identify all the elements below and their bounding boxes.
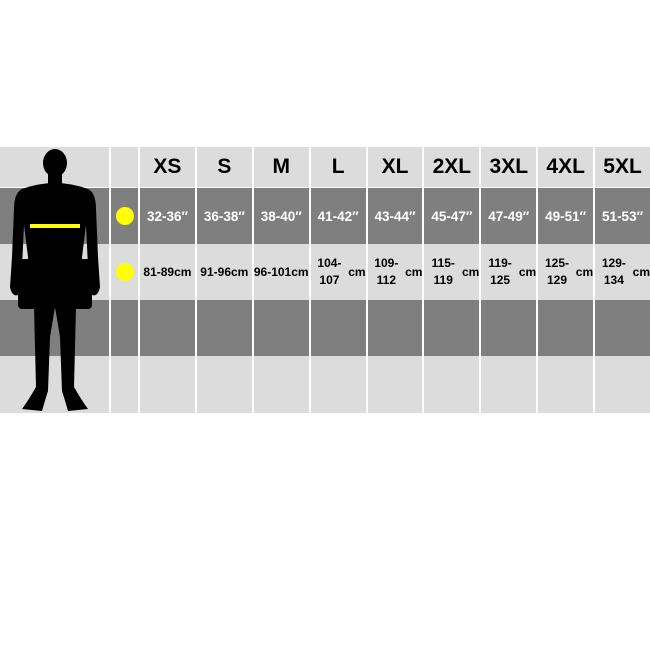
chest-inches: 41-42″ [310, 188, 366, 244]
marker-cell [111, 300, 138, 356]
yellow-dot-icon [115, 207, 134, 225]
chest-cm: 104-107 cm [310, 244, 366, 300]
chest-cm: 96-101 cm [253, 244, 309, 300]
chest-inches: 45-47″ [424, 188, 480, 244]
empty-cell [253, 356, 309, 413]
empty-cell [310, 300, 366, 356]
empty-cell [140, 300, 195, 356]
cm-unit: cm [174, 264, 192, 279]
empty-cell [196, 300, 252, 356]
size-header: 3XL [481, 147, 537, 187]
figure-cell [0, 300, 109, 356]
size-header: XS [140, 147, 195, 187]
marker-cell [111, 244, 138, 300]
empty-cell [424, 300, 480, 356]
cm-range: 129-134 [601, 256, 626, 287]
empty-cell [367, 356, 423, 413]
figure-cell [0, 244, 109, 300]
cm-unit: cm [461, 264, 480, 279]
cm-unit: cm [632, 264, 650, 279]
chest-inches: 47-49″ [481, 188, 537, 244]
chest-inches: 43-44″ [367, 188, 423, 244]
chest-inches: 32-36″ [140, 188, 195, 244]
marker-cell [111, 188, 138, 244]
chest-inches: 51-53″ [595, 188, 650, 244]
chest-inches: 49-51″ [538, 188, 594, 244]
figure-cell [0, 147, 109, 187]
empty-cell [196, 356, 252, 413]
size-header: M [253, 147, 309, 187]
chest-cm: 119-125 cm [481, 244, 537, 300]
figure-cell [0, 356, 109, 413]
chest-cm: 125-129 cm [538, 244, 594, 300]
empty-cell [538, 356, 594, 413]
marker-cell [111, 356, 138, 413]
size-header: XL [367, 147, 423, 187]
chest-cm: 81-89 cm [140, 244, 195, 300]
cm-range: 109-112 [374, 256, 399, 287]
cm-range: 81-89 [143, 264, 175, 279]
chest-inches: 38-40″ [253, 188, 309, 244]
cm-unit: cm [348, 264, 366, 279]
cm-range: 104-107 [317, 256, 342, 287]
chest-inches: 36-38″ [196, 188, 252, 244]
figure-cell [0, 188, 109, 244]
cm-unit: cm [405, 264, 423, 279]
empty-cell [595, 356, 650, 413]
marker-cell [111, 147, 138, 187]
cm-unit: cm [575, 264, 594, 279]
empty-cell [367, 300, 423, 356]
empty-cell [538, 300, 594, 356]
cm-range: 91-96 [200, 264, 231, 279]
cm-range: 119-125 [488, 256, 512, 287]
size-header: 2XL [424, 147, 480, 187]
size-header: 5XL [595, 147, 650, 187]
cm-unit: cm [231, 264, 249, 279]
cm-unit: cm [291, 264, 309, 279]
chest-cm: 115-119 cm [424, 244, 480, 300]
empty-cell [310, 356, 366, 413]
yellow-dot-icon [115, 263, 134, 281]
empty-cell [424, 356, 480, 413]
size-header: S [196, 147, 252, 187]
size-header: 4XL [538, 147, 594, 187]
cm-range: 125-129 [544, 256, 569, 287]
chest-cm: 91-96 cm [196, 244, 252, 300]
chest-cm: 129-134 cm [595, 244, 650, 300]
empty-cell [140, 356, 195, 413]
cm-range: 115-119 [431, 256, 455, 287]
empty-cell [481, 356, 537, 413]
empty-cell [595, 300, 650, 356]
empty-cell [253, 300, 309, 356]
size-header: L [310, 147, 366, 187]
size-chart-table: XS S M L XL 2XL 3XL 4XL 5XL 32-36″ 36-38″ 38-40″ 41-… [0, 147, 650, 413]
cm-unit: cm [518, 264, 537, 279]
cm-range: 96-101 [253, 264, 292, 279]
chest-cm: 109-112 cm [367, 244, 423, 300]
empty-cell [481, 300, 537, 356]
